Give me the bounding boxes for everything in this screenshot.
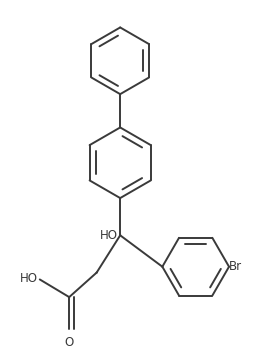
Text: HO: HO — [20, 272, 38, 285]
Text: Br: Br — [229, 260, 242, 273]
Text: HO: HO — [100, 229, 118, 242]
Text: O: O — [64, 336, 74, 349]
